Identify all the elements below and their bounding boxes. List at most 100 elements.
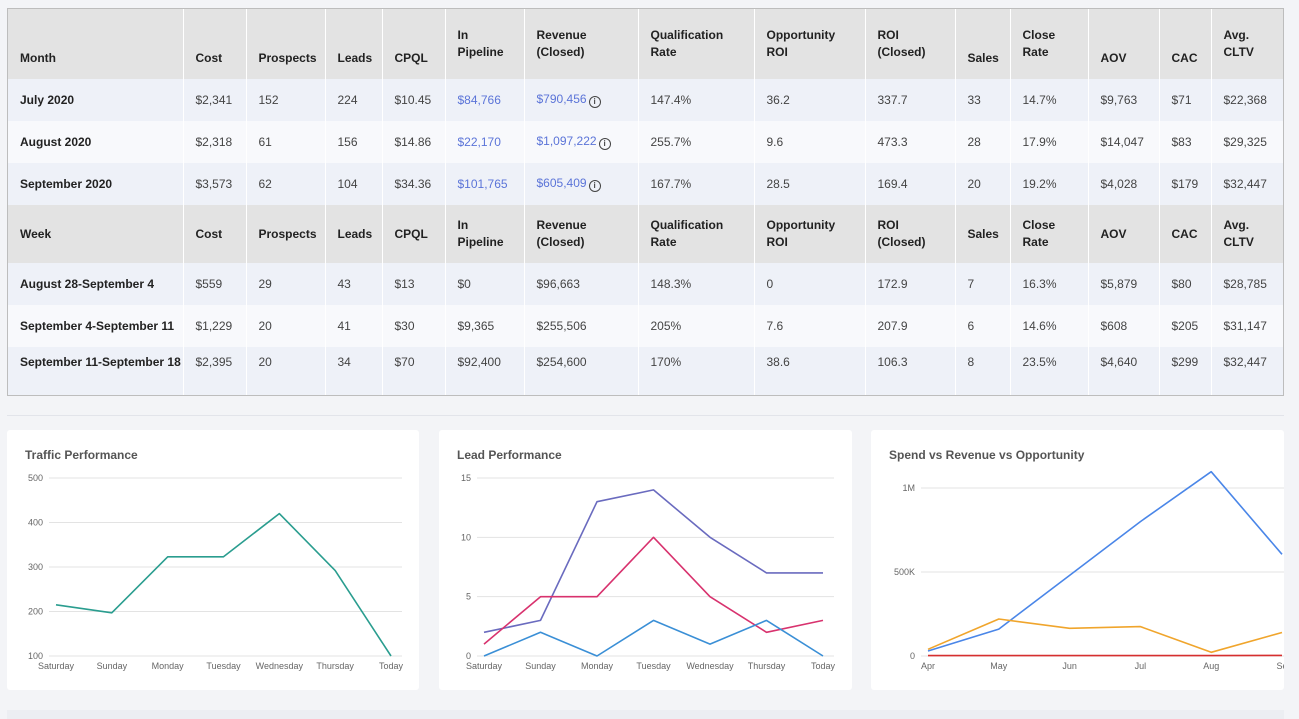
col-header-cost[interactable]: Cost: [183, 205, 247, 263]
col-header-cac[interactable]: CAC: [1159, 205, 1212, 263]
y-tick-label: 15: [461, 473, 471, 483]
cell-value: $80: [1171, 277, 1192, 291]
col-header-line: (Closed): [536, 235, 585, 249]
cell-value: 205%: [650, 319, 682, 333]
col-header-aov[interactable]: AOV: [1088, 9, 1160, 79]
col-header-prospects[interactable]: Prospects: [246, 9, 326, 79]
cell-sales: 8: [955, 347, 1011, 395]
cell-value: 152: [258, 93, 279, 107]
cell-qualification-rate: 147.4%: [638, 79, 755, 121]
col-header-prospects[interactable]: Prospects: [246, 205, 326, 263]
cell-sales: 20: [955, 163, 1011, 205]
cell-value: 170%: [650, 355, 682, 369]
col-header-cpql[interactable]: CPQL: [382, 205, 446, 263]
cell-opportunity-roi: 9.6: [754, 121, 866, 163]
col-header-line: AOV: [1100, 51, 1127, 65]
col-header-in-pipeline[interactable]: In Pipeline: [445, 205, 525, 263]
series-line[interactable]: [483, 536, 824, 645]
cell-cpql: $70: [382, 347, 446, 395]
col-header-line: ROI: [877, 28, 899, 42]
cell-label: September 4-September 11: [8, 305, 184, 347]
cell-prospects: 62: [246, 163, 326, 205]
revenue-closed-link[interactable]: $605,409: [536, 176, 587, 190]
info-icon[interactable]: i: [588, 96, 601, 108]
col-header-cost[interactable]: Cost: [183, 9, 247, 79]
cell-close-rate: 16.3%: [1010, 263, 1089, 305]
col-header-month[interactable]: Month: [8, 9, 184, 79]
cell-value: $32,447: [1223, 355, 1267, 369]
col-header-week[interactable]: Week: [8, 205, 184, 263]
spend-revenue-opportunity-card: Spend vs Revenue vs Opportunity 0 500K 1M A…: [871, 430, 1284, 690]
in-pipeline-link[interactable]: $84,766: [457, 93, 501, 107]
monthly-row-label: July 2020: [20, 93, 75, 107]
info-icon[interactable]: i: [598, 138, 611, 150]
cell-value: $14.86: [394, 135, 432, 149]
cell-value: $2,341: [195, 93, 233, 107]
col-header-aov[interactable]: AOV: [1088, 205, 1160, 263]
col-header-cpql[interactable]: CPQL: [382, 9, 446, 79]
cell-leads: 156: [325, 121, 383, 163]
cell-value: 7: [967, 277, 975, 291]
col-header-close-rate[interactable]: Close Rate: [1010, 9, 1089, 79]
col-header-qualification-rate[interactable]: Qualification Rate: [638, 9, 755, 79]
col-header-line: Opportunity: [766, 218, 836, 232]
col-header-revenue-closed[interactable]: Revenue (Closed): [524, 9, 639, 79]
cell-avg-cltv: $22,368: [1211, 79, 1283, 121]
col-header-sales[interactable]: Sales: [955, 205, 1011, 263]
revenue-closed-link[interactable]: $790,456: [536, 92, 587, 106]
cell-label: July 2020: [8, 79, 184, 121]
cell-aov: $4,640: [1088, 347, 1160, 395]
series-line[interactable]: [55, 512, 392, 657]
weekly-row-label: September 11-September 18: [20, 355, 181, 369]
col-header-line: CPQL: [394, 226, 428, 241]
cell-qualification-rate: 255.7%: [638, 121, 755, 163]
info-icon[interactable]: i: [588, 180, 601, 192]
spend-chart-title: Spend vs Revenue vs Opportunity: [889, 448, 1085, 462]
col-header-roi-closed[interactable]: ROI (Closed): [865, 9, 956, 79]
cell-aov: $9,763: [1088, 79, 1160, 121]
col-header-avg-cltv[interactable]: Avg. CLTV: [1211, 9, 1283, 79]
in-pipeline-link[interactable]: $22,170: [457, 135, 501, 149]
col-header-roi-closed[interactable]: ROI (Closed): [865, 205, 956, 263]
monthly-table-row: August 2020 $2,318 61 156 $14.86 $22,170 $1,09…: [8, 121, 1283, 163]
x-tick-label: Monday: [581, 661, 614, 671]
cell-close-rate: 17.9%: [1010, 121, 1089, 163]
lead-performance-card: Lead Performance 0 5 10 15 Saturday Sunday Mon…: [439, 430, 852, 690]
col-header-line: CLTV: [1223, 235, 1254, 249]
col-header-in-pipeline[interactable]: In Pipeline: [445, 9, 525, 79]
cell-avg-cltv: $28,785: [1211, 263, 1283, 305]
col-header-cac[interactable]: CAC: [1159, 9, 1212, 79]
series-line[interactable]: [927, 470, 1283, 652]
cell-value: 473.3: [877, 135, 908, 149]
cell-value: $28,785: [1223, 277, 1267, 291]
col-header-line: Pipeline: [457, 235, 504, 249]
cell-cost: $559: [183, 263, 247, 305]
x-tick-label: Jun: [1062, 661, 1077, 671]
col-header-qualification-rate[interactable]: Qualification Rate: [638, 205, 755, 263]
col-header-line: In: [457, 218, 469, 232]
cell-value: 19.2%: [1022, 177, 1057, 191]
cell-value: $9,763: [1100, 93, 1138, 107]
col-header-leads[interactable]: Leads: [325, 205, 383, 263]
revenue-closed-link[interactable]: $1,097,222: [536, 134, 597, 148]
cell-close-rate: 19.2%: [1010, 163, 1089, 205]
cell-prospects: 152: [246, 79, 326, 121]
col-header-close-rate[interactable]: Close Rate: [1010, 205, 1089, 263]
cell-value: 147.4%: [650, 93, 692, 107]
col-header-opportunity-roi[interactable]: Opportunity ROI: [754, 9, 866, 79]
in-pipeline-link[interactable]: $101,765: [457, 177, 508, 191]
y-tick-label: 10: [461, 532, 471, 542]
cell-in-pipeline: $22,170: [445, 121, 525, 163]
series-line[interactable]: [927, 618, 1283, 654]
col-header-leads[interactable]: Leads: [325, 9, 383, 79]
x-tick-label: Sunday: [97, 661, 128, 671]
lead-performance-chart: 0 5 10 15 Saturday Sunday Monday Tuesday Wednesd…: [461, 473, 836, 671]
series-line[interactable]: [483, 489, 823, 634]
col-header-revenue-closed[interactable]: Revenue (Closed): [524, 205, 639, 263]
series-line[interactable]: [483, 619, 824, 657]
col-header-opportunity-roi[interactable]: Opportunity ROI: [754, 205, 866, 263]
col-header-avg-cltv[interactable]: Avg. CLTV: [1211, 205, 1283, 263]
y-tick-label: 1M: [902, 483, 915, 493]
x-tick-label: Saturday: [466, 661, 503, 671]
col-header-sales[interactable]: Sales: [955, 9, 1011, 79]
